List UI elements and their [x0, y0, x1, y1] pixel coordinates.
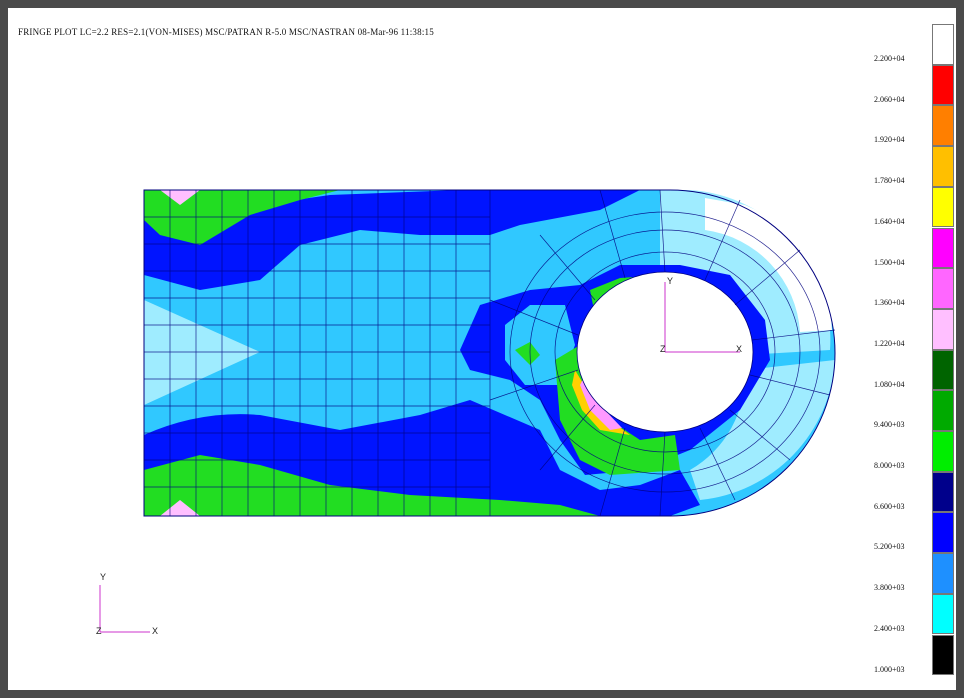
legend-tick-label: 8.000+03 [874, 461, 905, 470]
fringe-light-cyan-end [660, 190, 831, 355]
global-axis-triad [99, 585, 150, 633]
legend-tick-label: 9.400+03 [874, 420, 905, 430]
legend-tick-label: 1.220+04 [874, 338, 905, 348]
legend-tick-label: 1.640+04 [874, 216, 905, 226]
legend-tick-label: 5.200+03 [874, 542, 905, 552]
model-axis-z-label: Z [660, 344, 666, 354]
legend-tick-label: 1.080+04 [874, 379, 905, 389]
legend-tick-label: 6.600+03 [874, 501, 905, 511]
legend-tick-label: 1.920+04 [874, 135, 905, 145]
fringe-legend: 2.200+04 2.060+04 1.920+04 1.780+04 1.640+04… [862, 16, 954, 688]
legend-swatch [932, 431, 954, 472]
legend-tick-label: 2.060+04 [874, 94, 905, 104]
legend-tick-label: 1.000+03 [874, 664, 905, 674]
model-axis-y-label: Y [667, 276, 674, 286]
fringe-light-cyan-lower [690, 360, 835, 500]
legend-tick-label: 1.780+04 [874, 176, 905, 186]
legend-swatch [932, 593, 954, 635]
legend-tick-label: 2.400+03 [874, 623, 905, 633]
legend-swatch [932, 471, 954, 513]
fringe-white-end [705, 198, 832, 332]
fringe-green-lower [144, 455, 600, 516]
model-axis-x-label: X [736, 344, 743, 354]
legend-swatch [932, 268, 954, 309]
part-border [143, 189, 836, 517]
model-axis-triad [664, 282, 740, 353]
legend-swatch [932, 512, 954, 554]
legend-swatch [932, 146, 954, 187]
fringe-green-upper [144, 190, 340, 245]
legend-swatch [932, 186, 954, 228]
global-axis-x-label: X [152, 626, 159, 636]
mesh-grid [143, 189, 836, 517]
legend-tick-label: 2.200+04 [874, 54, 905, 63]
global-axis-y-label: Y [100, 572, 107, 582]
legend-swatch [932, 308, 954, 350]
legend-tick-label: 1.360+04 [874, 298, 905, 308]
global-axis-z-label: Z [96, 626, 102, 636]
fringe-blue-upper [144, 190, 640, 290]
legend-swatch [932, 390, 954, 431]
plot-title: FRINGE PLOT LC=2.2 RES=2.1(VON-MISES) MS… [18, 27, 434, 37]
fringe-green-small [515, 342, 540, 365]
fringe-orange-hotspot [572, 370, 630, 435]
legend-swatch [932, 105, 954, 147]
legend-tick-label: 3.800+03 [874, 583, 905, 593]
legend-swatch [932, 64, 954, 106]
legend-swatch [932, 227, 954, 269]
legend-swatch [932, 634, 954, 676]
legend-tick-label: 1.500+04 [874, 257, 905, 267]
legend-swatch [932, 349, 954, 391]
bolt-hole-border [576, 271, 754, 433]
legend-swatch [932, 24, 954, 65]
legend-swatch [932, 553, 954, 594]
